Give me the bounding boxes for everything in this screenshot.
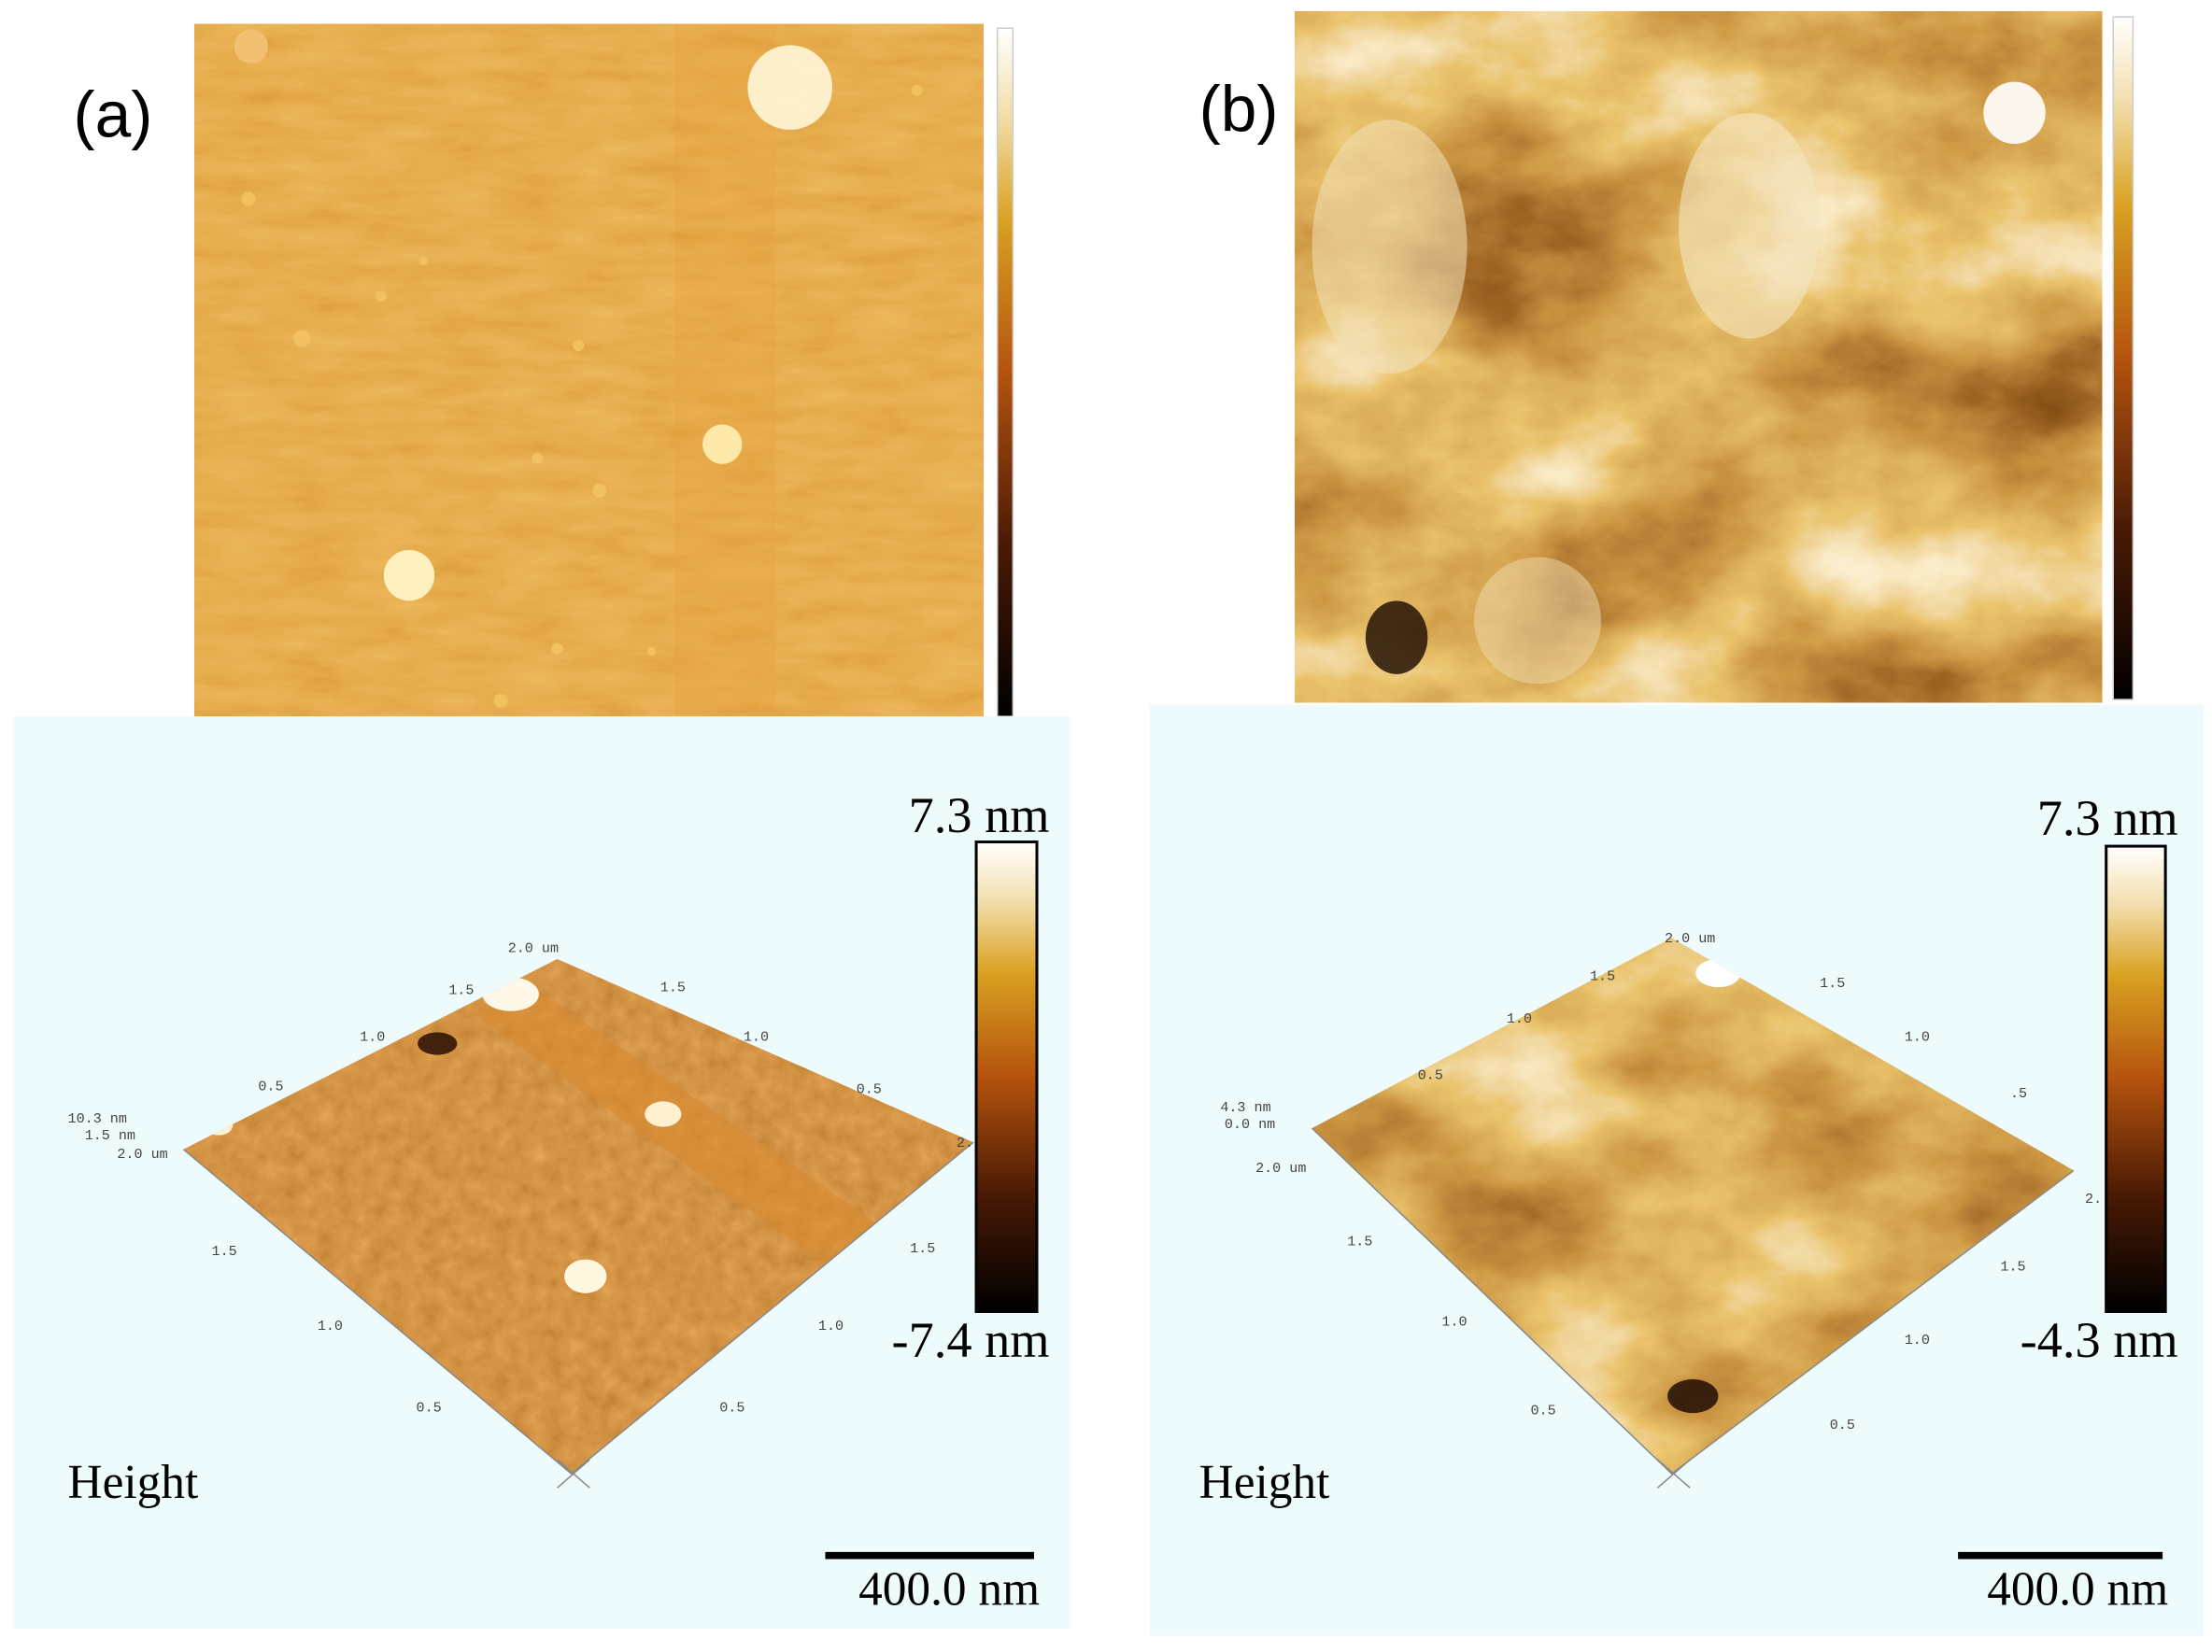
axis-label: 0.5 [857, 1080, 882, 1097]
particles [241, 84, 923, 709]
grain [1474, 557, 1602, 685]
axis-label: 1.0 [360, 1028, 385, 1045]
panel-label: (a) [74, 78, 153, 150]
axis-label: 0.5 [719, 1400, 744, 1417]
axis-label: 1.0 [1905, 1332, 1930, 1348]
particle [383, 549, 435, 601]
axis-label: 2.0 um [117, 1146, 167, 1163]
axis-label: 1.5 nm [85, 1127, 135, 1144]
particle [747, 45, 833, 130]
axis-label: 1.5 [1820, 975, 1845, 992]
afm-surface [1295, 11, 2103, 703]
axis-label: 1.0 [318, 1318, 343, 1334]
scale-bar-label: 400.0 nm [1987, 1563, 2168, 1617]
particle [702, 424, 743, 464]
axis-label: 1.5 [2000, 1259, 2025, 1276]
axis-label: 1.0 [1905, 1028, 1930, 1045]
axis-label: 0.5 [1418, 1066, 1443, 1083]
panel-label: (b) [1199, 72, 1279, 145]
colorbar [974, 840, 1039, 1313]
axis-label: 1.0 [1441, 1314, 1467, 1331]
axis-label: 1.5 [660, 980, 686, 996]
axes-3d [182, 1127, 2075, 1489]
pit [1365, 600, 1428, 674]
axis-label: 0.5 [258, 1078, 283, 1094]
axis-label: .5 [2010, 1085, 2027, 1102]
channel-label: Height [1199, 1456, 1330, 1509]
axis-label: 1.5 [1590, 968, 1615, 985]
axis-label: 4.3 nm [1220, 1099, 1270, 1116]
axis-label: 1.5 [910, 1240, 935, 1257]
min-label: -4.3 nm [2021, 1312, 2178, 1368]
grain [1312, 120, 1468, 374]
colorbar [2112, 16, 2134, 700]
axis-label: 1.0 [818, 1318, 844, 1334]
max-label: 7.3 nm [909, 787, 1050, 843]
axis-label: 2.0 um [1665, 930, 1715, 947]
axis-label: 1.5 [448, 982, 474, 999]
ridge [674, 23, 776, 717]
max-label: 7.3 nm [2037, 790, 2178, 846]
colorbar [2105, 844, 2167, 1313]
axis-label: 1.0 [1507, 1010, 1532, 1027]
channel-label: Height [68, 1456, 199, 1509]
grain [1679, 112, 1821, 339]
axis-label: 2.0 um [508, 939, 559, 956]
colorbar [996, 27, 1014, 717]
axis-label: 2. [957, 1135, 973, 1151]
min-label: -7.4 nm [891, 1312, 1049, 1368]
axis-label: 1.5 [212, 1243, 237, 1260]
particle [1983, 81, 2046, 145]
particle [234, 29, 268, 64]
axis-label: 0.0 nm [1225, 1116, 1275, 1133]
afm-image-b [1295, 11, 2134, 703]
axis-label: 2.0 um [1255, 1160, 1306, 1177]
axis-label: 10.3 nm [68, 1110, 127, 1127]
axis-label: 2. [2085, 1191, 2102, 1207]
afm-image-a [194, 23, 1014, 717]
axis-label: 0.5 [1531, 1403, 1556, 1419]
axis-label: 0.5 [417, 1400, 442, 1417]
axis-label: 0.5 [1830, 1417, 1855, 1433]
afm-surface [194, 23, 984, 717]
scale-bar-label: 400.0 nm [858, 1563, 1040, 1617]
axis-label: 1.0 [744, 1028, 769, 1045]
axis-label: 1.5 [1347, 1233, 1372, 1250]
